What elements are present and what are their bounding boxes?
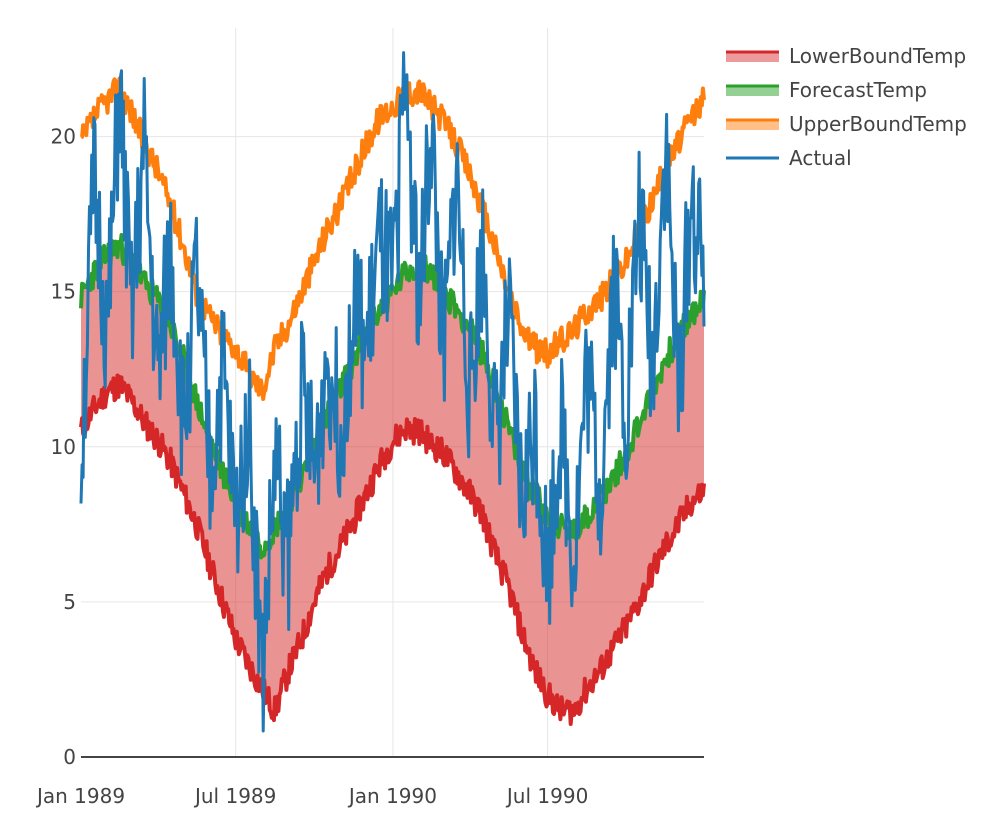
y-tick-label: 20 — [51, 125, 76, 149]
x-axis-ticks: Jan 1989 Jul 1989 Jan 1990 Jul 1990 — [35, 784, 588, 808]
legend-item-forecasttemp[interactable]: ForecastTemp — [726, 78, 927, 102]
y-tick-label: 0 — [63, 745, 76, 769]
legend-item-lowerboundtemp[interactable]: LowerBoundTemp — [726, 44, 966, 68]
x-tick-label: Jul 1990 — [505, 784, 588, 808]
legend-swatch-fill — [726, 120, 779, 130]
series-line-lowerboundtemp — [79, 373, 706, 726]
legend-label: UpperBoundTemp — [789, 112, 967, 136]
legend-swatch-fill — [726, 52, 779, 62]
series-lines — [79, 51, 706, 733]
legend-swatch-fill — [726, 86, 779, 96]
y-tick-label: 5 — [63, 590, 76, 614]
series-line-actual — [79, 51, 706, 733]
legend-item-upperboundtemp[interactable]: UpperBoundTemp — [726, 112, 967, 136]
y-tick-label: 15 — [51, 280, 76, 304]
x-tick-label: Jan 1989 — [35, 784, 125, 808]
legend: LowerBoundTemp ForecastTemp UpperBoundTemp… — [726, 44, 967, 170]
x-tick-label: Jul 1989 — [193, 784, 276, 808]
series-line-upperboundtemp — [79, 76, 706, 401]
y-axis-ticks: 0 5 10 15 20 — [51, 125, 76, 769]
legend-item-actual[interactable]: Actual — [726, 146, 852, 170]
legend-label: ForecastTemp — [789, 78, 927, 102]
y-tick-label: 10 — [51, 435, 76, 459]
legend-label: LowerBoundTemp — [789, 44, 966, 68]
legend-label: Actual — [789, 146, 852, 170]
x-tick-label: Jan 1990 — [347, 784, 437, 808]
